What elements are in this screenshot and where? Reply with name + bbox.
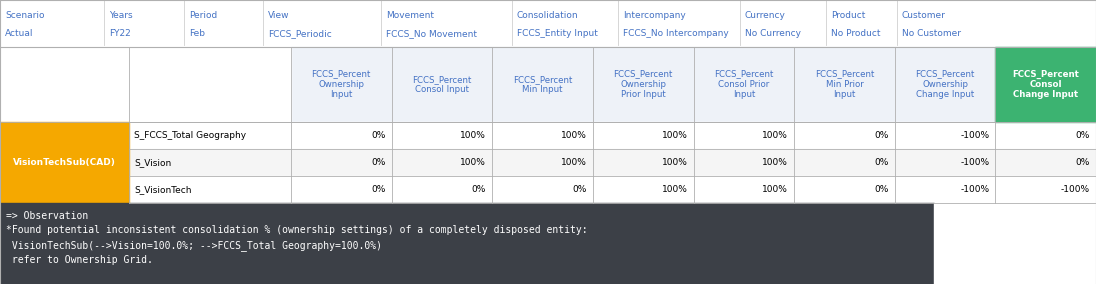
Text: 0%: 0% — [875, 158, 889, 167]
Text: Actual: Actual — [5, 29, 34, 38]
Text: Consolidation: Consolidation — [517, 11, 579, 20]
Text: 100%: 100% — [762, 158, 788, 167]
Text: 0%: 0% — [372, 131, 386, 140]
Text: FCCS_No Intercompany: FCCS_No Intercompany — [624, 29, 729, 38]
Text: No Customer: No Customer — [902, 29, 960, 38]
Text: 100%: 100% — [662, 131, 687, 140]
Text: No Currency: No Currency — [745, 29, 801, 38]
Text: FCCS_Percent
Ownership
Input: FCCS_Percent Ownership Input — [311, 70, 372, 99]
Text: 100%: 100% — [460, 131, 487, 140]
Bar — [0, 122, 129, 203]
Bar — [292, 47, 1096, 122]
Text: S_VisionTech: S_VisionTech — [134, 185, 192, 194]
Bar — [129, 176, 1096, 203]
Text: 0%: 0% — [875, 185, 889, 194]
Text: 100%: 100% — [460, 158, 487, 167]
Bar — [129, 122, 1096, 149]
Text: -100%: -100% — [1061, 185, 1091, 194]
Text: 0%: 0% — [472, 185, 487, 194]
Text: Years: Years — [110, 11, 133, 20]
Text: FCCS_Percent
Ownership
Prior Input: FCCS_Percent Ownership Prior Input — [614, 70, 673, 99]
Text: 100%: 100% — [561, 131, 586, 140]
Bar — [934, 203, 1096, 284]
Text: No Product: No Product — [832, 29, 881, 38]
Text: 0%: 0% — [875, 131, 889, 140]
Text: FCCS_Percent
Ownership
Change Input: FCCS_Percent Ownership Change Input — [915, 70, 974, 99]
Text: Intercompany: Intercompany — [624, 11, 686, 20]
Bar — [995, 47, 1096, 122]
Text: -100%: -100% — [960, 131, 990, 140]
Text: 100%: 100% — [662, 185, 687, 194]
Text: S_FCCS_Total Geography: S_FCCS_Total Geography — [134, 131, 247, 140]
Text: Currency: Currency — [745, 11, 786, 20]
Text: Product: Product — [832, 11, 866, 20]
Bar — [0, 0, 1096, 47]
Text: 100%: 100% — [662, 158, 687, 167]
Text: FCCS_Percent
Min Prior
Input: FCCS_Percent Min Prior Input — [814, 70, 875, 99]
Text: S_Vision: S_Vision — [134, 158, 171, 167]
Text: 100%: 100% — [762, 185, 788, 194]
Text: 0%: 0% — [1075, 131, 1091, 140]
Text: FCCS_Percent
Consol Prior
Input: FCCS_Percent Consol Prior Input — [715, 70, 774, 99]
Text: FCCS_Periodic: FCCS_Periodic — [269, 29, 332, 38]
Text: FCCS_Percent
Consol
Change Input: FCCS_Percent Consol Change Input — [1013, 70, 1080, 99]
Text: FCCS_Percent
Min Input: FCCS_Percent Min Input — [513, 75, 572, 94]
Text: FY22: FY22 — [110, 29, 130, 38]
Text: -100%: -100% — [960, 185, 990, 194]
Text: 0%: 0% — [572, 185, 586, 194]
Text: 0%: 0% — [1075, 158, 1091, 167]
Text: Feb: Feb — [190, 29, 205, 38]
Text: Customer: Customer — [902, 11, 946, 20]
Text: VisionTechSub(CAD): VisionTechSub(CAD) — [13, 158, 116, 167]
Text: => Observation
*Found potential inconsistent consolidation % (ownership settings: => Observation *Found potential inconsis… — [5, 211, 587, 265]
Text: FCCS_Entity Input: FCCS_Entity Input — [517, 29, 597, 38]
Text: Scenario: Scenario — [5, 11, 45, 20]
Text: -100%: -100% — [960, 158, 990, 167]
Text: 100%: 100% — [561, 158, 586, 167]
Bar — [129, 149, 1096, 176]
Text: 0%: 0% — [372, 158, 386, 167]
Text: 100%: 100% — [762, 131, 788, 140]
Text: Movement: Movement — [387, 11, 434, 20]
Text: FCCS_No Movement: FCCS_No Movement — [387, 29, 478, 38]
Text: 0%: 0% — [372, 185, 386, 194]
Bar — [0, 203, 934, 284]
Text: Period: Period — [190, 11, 217, 20]
Text: View: View — [269, 11, 289, 20]
Bar — [0, 47, 292, 122]
Text: FCCS_Percent
Consol Input: FCCS_Percent Consol Input — [412, 75, 471, 94]
